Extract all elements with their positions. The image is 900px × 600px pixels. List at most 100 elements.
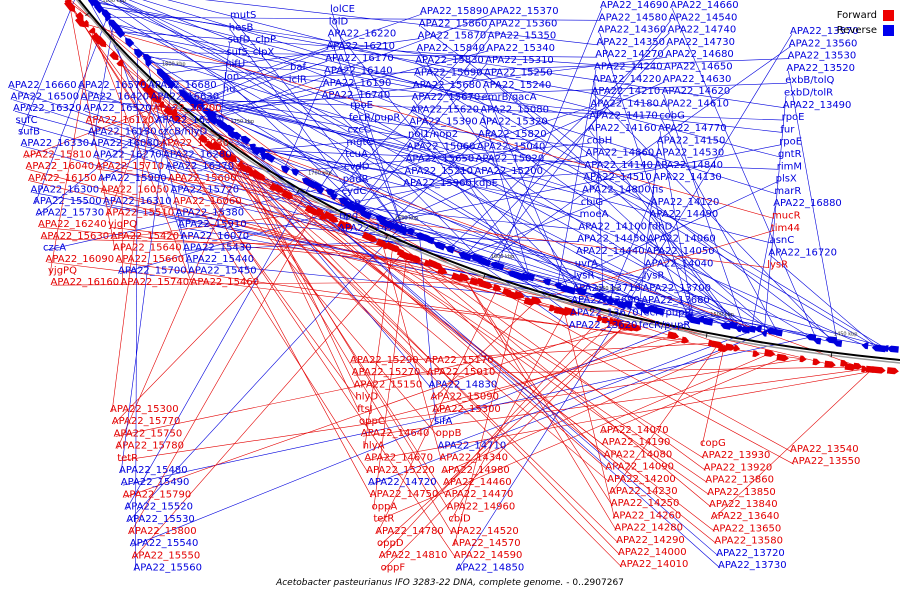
gene-arrow-reverse (405, 228, 415, 236)
gene-label: APA22_16120 (86, 115, 155, 126)
gene-label: APA22_14130 (653, 172, 722, 183)
gene-arrow-forward (258, 173, 266, 181)
gene-arrow-forward (725, 343, 736, 351)
gene-label: APA22_13720 (716, 548, 785, 559)
gene-arrow-reverse (194, 100, 206, 110)
gene-label: APA22_15670 (412, 92, 481, 103)
leader-line (376, 288, 498, 534)
gene-label: APA22_15150 (354, 379, 423, 390)
leader-line (190, 99, 784, 121)
leader-line (126, 183, 312, 510)
gene-label: APA22_14800 (582, 185, 651, 196)
gene-arrow-reverse (142, 53, 152, 63)
gene-label: APA22_14510 (583, 172, 652, 183)
position-tick-mark (85, 12, 90, 17)
leader-line (382, 243, 442, 461)
leader-line (432, 300, 537, 400)
gene-label: APA22_16070 (181, 231, 250, 242)
leader-line (113, 23, 592, 119)
gene-label: plsX (776, 174, 797, 185)
leader-line (763, 95, 787, 334)
leader-line (182, 93, 772, 244)
gene-label: APA22_14180 (590, 98, 659, 109)
gene-label: APA22_15830 (415, 55, 484, 66)
gene-label: APA22_15910 (178, 219, 247, 230)
gene-label: APA22_15720 (171, 184, 240, 195)
gene-label: fecR/pupR (640, 308, 692, 319)
gene-label: iclR (289, 74, 307, 85)
position-tick-mark (296, 188, 300, 194)
gene-label: APA22_14060 (647, 234, 716, 245)
leader-line (69, 0, 608, 470)
gene-arrow-reverse (240, 135, 251, 145)
gene-label: sufB (18, 126, 40, 137)
gene-label: APA22_14460 (443, 477, 512, 488)
gene-label: sufC (16, 115, 38, 126)
gene-label: APA22_16170 (325, 53, 394, 64)
gene-arrow-reverse (525, 273, 535, 282)
gene-label: APA22_13840 (709, 499, 778, 510)
gene-arrow-reverse (833, 340, 843, 347)
genome-backbone-shadow (75, 0, 900, 364)
gene-arrow-forward (630, 323, 642, 332)
gene-arrow-reverse (249, 143, 257, 151)
leader-line (95, 2, 663, 107)
leader-line (104, 12, 183, 239)
gene-arrow-forward (109, 50, 119, 61)
gene-label: APA22_16720 (768, 247, 837, 258)
gene-label: cbiG (581, 197, 603, 208)
gene-label: APA22_14450 (577, 234, 646, 245)
gene-label: fecR/pupR (349, 112, 401, 123)
gene-label: APA22_16040 (26, 161, 95, 172)
leader-line (464, 44, 669, 256)
leader-line (210, 56, 668, 113)
gene-arrow-forward (137, 78, 146, 86)
gene-arrow-forward (853, 362, 863, 370)
leader-line (369, 332, 765, 486)
gene-label: APA22_14140 (584, 160, 653, 171)
gene-arrow-forward (596, 315, 604, 322)
gene-label: APA22_15780 (115, 441, 184, 452)
leader-line (244, 168, 360, 412)
gene-label: APA22_14810 (379, 550, 448, 561)
gene-arrow-forward (601, 316, 611, 324)
gene-label: APA22_13490 (783, 100, 852, 111)
leader-line (42, 238, 388, 247)
gene-label: APA22_14850 (456, 562, 525, 573)
gene-label: nol1/nop2 (408, 129, 458, 140)
gene-arrow-reverse (735, 325, 742, 333)
leader-line (373, 256, 408, 510)
leader-line (223, 153, 453, 534)
gene-arrow-forward (88, 27, 96, 34)
gene-label: APA22_14000 (618, 547, 687, 558)
gene-label: APA22_14740 (668, 25, 737, 36)
gene-label: APA22_15250 (484, 68, 553, 79)
gene-label: lon (224, 72, 239, 83)
gene-label: APA22_13920 (704, 462, 773, 473)
leader-line (210, 112, 582, 218)
leader-line (671, 7, 818, 341)
gene-label: yjgPQ (108, 219, 137, 230)
leader-line (119, 358, 804, 462)
leader-line (117, 164, 242, 449)
gene-arrow-forward (886, 367, 899, 375)
gene-arrow-forward (375, 238, 388, 248)
leader-line (155, 97, 430, 376)
gene-arrow-forward (210, 140, 222, 151)
leader-line (34, 17, 108, 205)
gene-arrow-forward (158, 101, 165, 108)
leader-line (190, 99, 478, 162)
gene-label: cvdD (344, 162, 370, 173)
leader-line (162, 104, 610, 483)
gene-label: oppA (372, 501, 398, 512)
gene-label: APA22_16880 (773, 198, 842, 209)
position-tick-label: 1750 kbp (231, 119, 255, 125)
leader-line (620, 266, 648, 305)
leader-line (384, 222, 646, 279)
position-tick-label: 1550 kbp (596, 286, 620, 292)
gene-arrow-reverse (886, 345, 899, 353)
leader-line (319, 144, 349, 190)
gene-label: APA22_15010 (427, 367, 496, 378)
gene-label: APA22_13640 (711, 511, 780, 522)
